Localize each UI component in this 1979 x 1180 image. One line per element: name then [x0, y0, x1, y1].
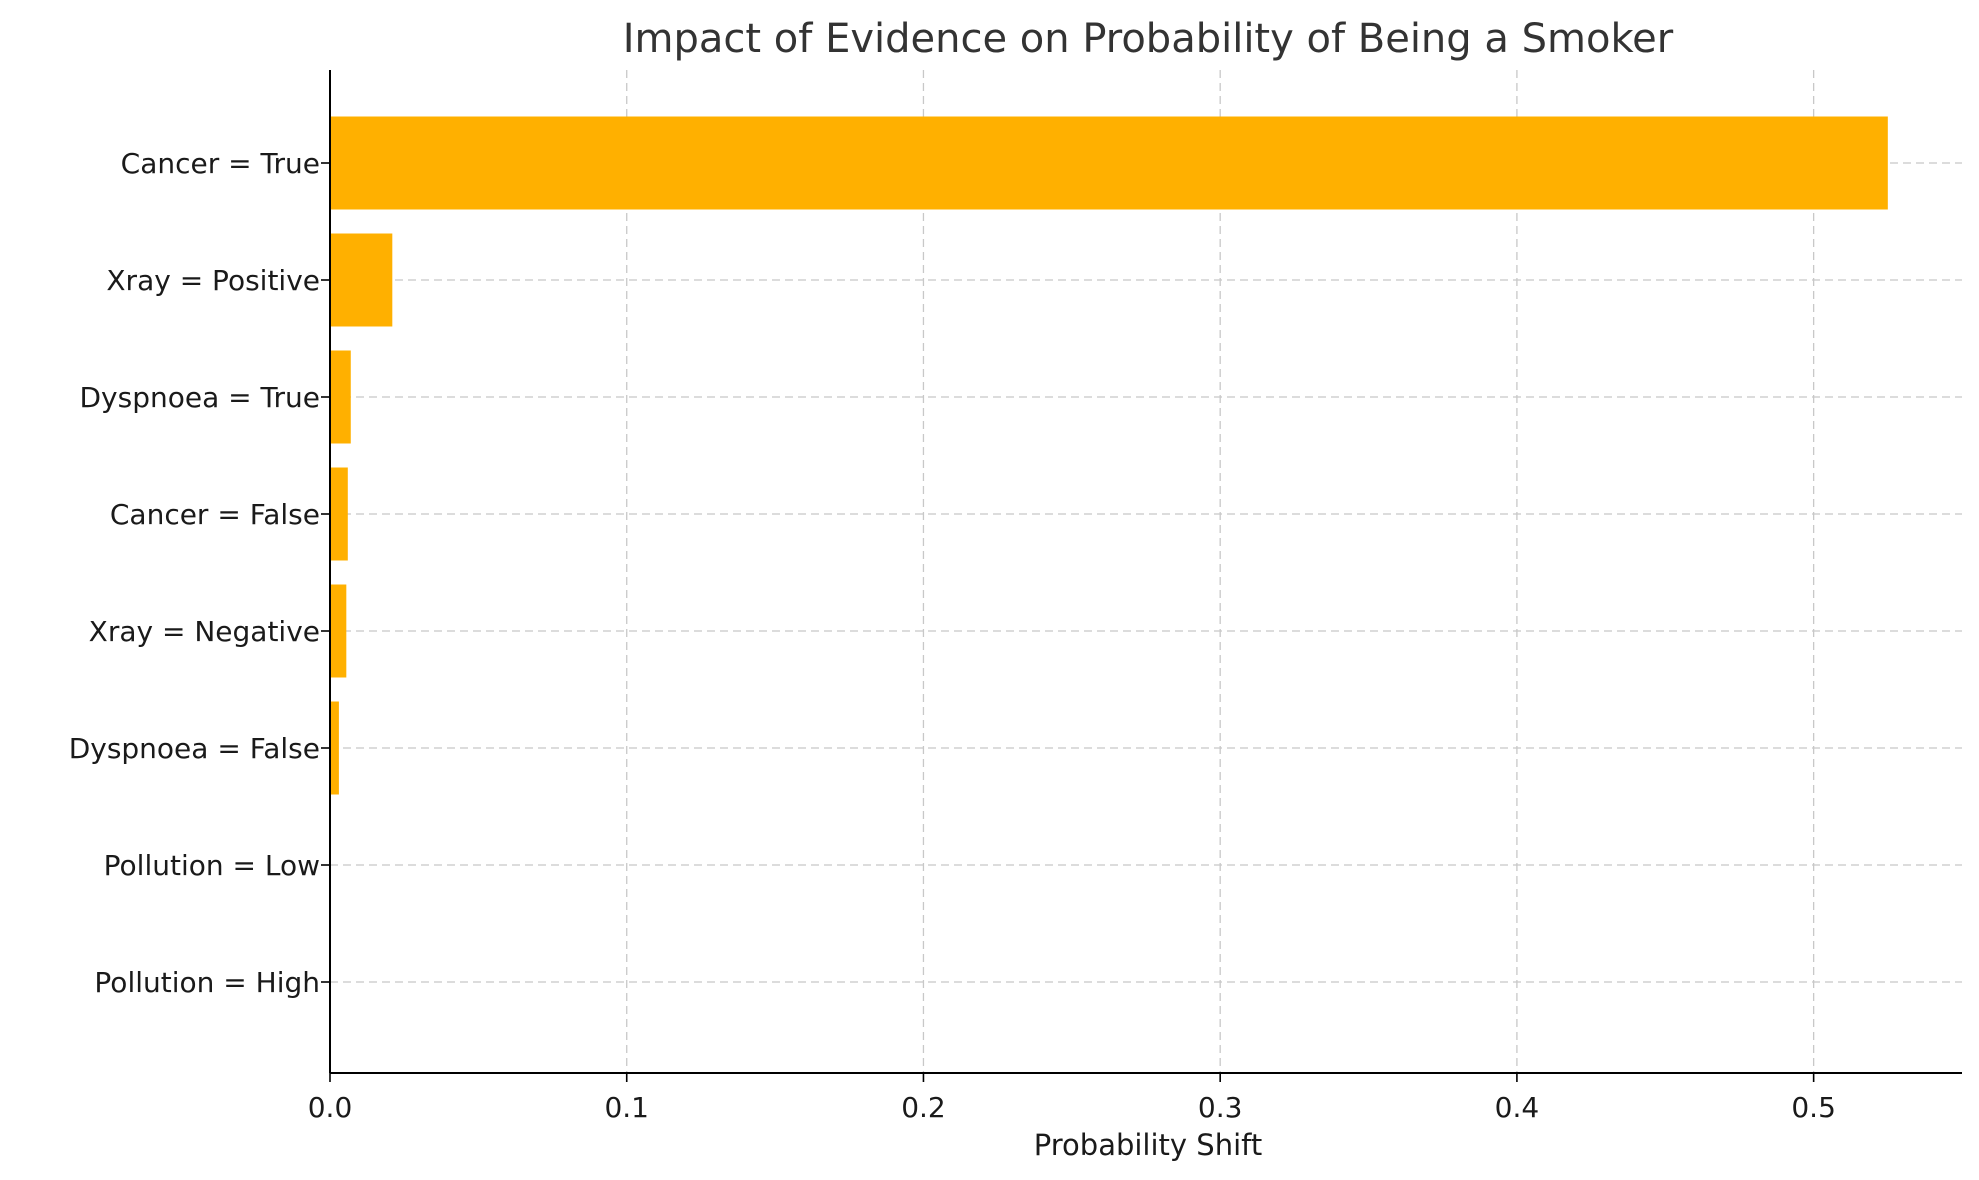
bar [330, 233, 393, 327]
y-tick-label: Pollution = High [94, 966, 320, 999]
x-tick-label: 0.2 [901, 1091, 946, 1124]
grid-lines [329, 70, 1962, 1073]
bar [330, 116, 1888, 210]
y-tick-label: Xray = Negative [89, 615, 320, 648]
bar [330, 701, 339, 795]
y-tick-label: Cancer = False [110, 498, 320, 531]
x-tick-label: 0.1 [604, 1091, 649, 1124]
x-tick-label: 0.3 [1198, 1091, 1243, 1124]
bar [330, 584, 347, 678]
x-axis-label: Probability Shift [1034, 1128, 1262, 1162]
y-tick-label: Dyspnoea = False [69, 732, 320, 765]
x-tick-label: 0.5 [1791, 1091, 1836, 1124]
y-tick-label: Dyspnoea = True [80, 381, 321, 414]
x-tick-label: 0.0 [308, 1091, 353, 1124]
bar [330, 467, 348, 561]
bar [330, 350, 351, 444]
y-tick-label: Xray = Positive [106, 264, 320, 297]
y-tick-label: Cancer = True [121, 147, 320, 180]
y-tick-label: Pollution = Low [104, 849, 320, 882]
x-tick-label: 0.4 [1495, 1091, 1540, 1124]
bars [330, 116, 1888, 795]
axes: 0.0 0.1 0.2 0.3 0.4 0.5 Cancer = True Xray = Po… [69, 70, 1962, 1124]
chart-title: Impact of Evidence on Probability of Bei… [623, 16, 1674, 62]
